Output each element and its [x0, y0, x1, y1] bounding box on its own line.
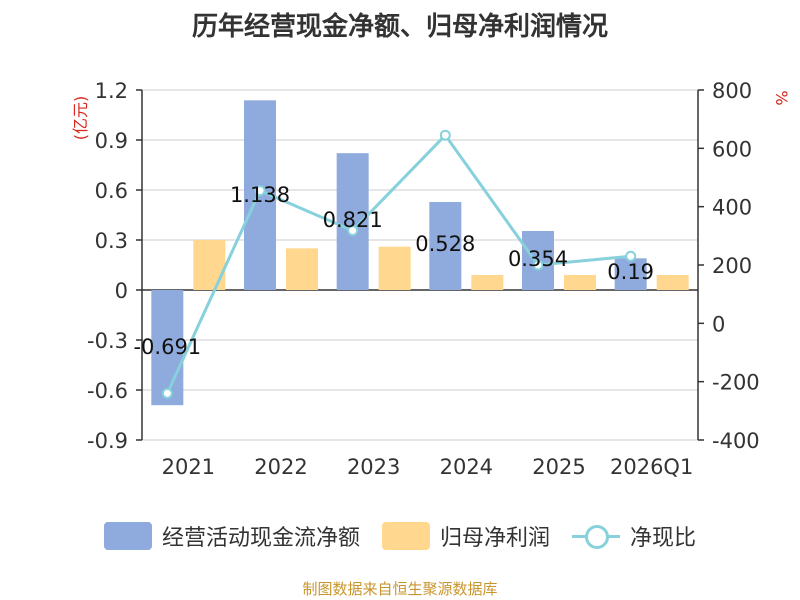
left-tick-label: 0.6: [95, 179, 128, 203]
right-tick-label: 200: [712, 254, 752, 278]
right-tick-label: 800: [712, 79, 752, 103]
category-label: 2022: [254, 455, 307, 479]
left-tick-label: 0: [115, 279, 128, 303]
legend-swatch-cash: [103, 522, 152, 550]
right-tick-label: 0: [712, 312, 725, 336]
right-axis-unit: %: [772, 90, 791, 105]
bar-profit: [656, 275, 689, 290]
point-ratio: [347, 225, 359, 237]
data-label-cash: 0.528: [415, 232, 475, 256]
point-ratio: [532, 259, 544, 271]
right-tick-label: 600: [712, 137, 752, 161]
legend-swatch-profit: [381, 522, 430, 550]
left-axis-unit: (亿元): [71, 96, 90, 141]
point-ratio: [161, 387, 173, 399]
legend-item-profit[interactable]: 归母净利润: [381, 520, 550, 552]
left-tick-label: 1.2: [95, 79, 128, 103]
legend-label-ratio: 净现比: [630, 526, 697, 551]
left-tick-label: 0.3: [95, 229, 128, 253]
left-tick-label: 0.9: [95, 129, 128, 153]
left-tick-label: -0.9: [87, 429, 128, 453]
legend-swatch-ratio: [572, 522, 620, 550]
bar-profit: [378, 246, 411, 290]
bar-cash: [614, 258, 647, 290]
bar-cash: [151, 290, 184, 406]
category-label: 2024: [440, 455, 493, 479]
bar-profit: [564, 275, 596, 290]
legend-label-cash: 经营活动现金流净额: [161, 526, 360, 551]
category-label: 2026Q1: [610, 455, 693, 479]
data-label-cash: 0.19: [607, 260, 654, 284]
left-tick-label: -0.6: [87, 379, 128, 403]
data-label-cash: 1.138: [230, 183, 290, 207]
category-label: 2023: [347, 455, 400, 479]
data-label-cash: 0.821: [323, 208, 383, 232]
source-note: 制图数据来自恒生聚源数据库: [302, 580, 498, 598]
bar-profit: [471, 275, 504, 290]
legend-item-cash[interactable]: 经营活动现金流净额: [103, 520, 360, 552]
left-tick-label: -0.3: [87, 329, 128, 353]
category-label: 2021: [162, 455, 215, 479]
point-ratio: [625, 250, 637, 262]
line-ratio: [165, 133, 631, 394]
right-tick-label: -400: [712, 429, 760, 453]
legend: 经营活动现金流净额 归母净利润 净现比: [0, 518, 800, 554]
category-label: 2025: [532, 455, 585, 479]
bar-profit: [286, 248, 318, 290]
bar-profit: [193, 240, 226, 290]
data-label-cash: 0.354: [508, 247, 568, 271]
right-tick-label: -200: [712, 371, 760, 395]
point-ratio: [254, 185, 266, 197]
legend-item-ratio[interactable]: 净现比: [572, 520, 696, 552]
point-ratio: [439, 129, 451, 141]
chart-title: 历年经营现金净额、归母净利润情况: [191, 12, 608, 42]
legend-label-profit: 归母净利润: [439, 526, 550, 551]
right-tick-label: 400: [712, 196, 752, 220]
data-label-cash: -0.691: [133, 335, 201, 359]
bar-cash: [429, 202, 462, 290]
